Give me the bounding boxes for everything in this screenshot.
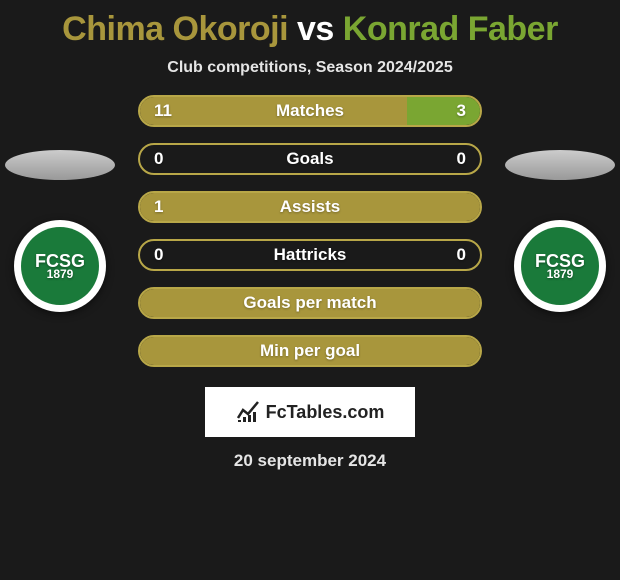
- stat-value-right: 3: [457, 101, 466, 121]
- comparison-main: FCSG 1879 11Matches30Goals01Assists0Hatt…: [0, 95, 620, 367]
- stat-label: Assists: [140, 197, 480, 217]
- club-badge-year: 1879: [547, 269, 574, 280]
- page-title: Chima Okoroji vs Konrad Faber: [62, 10, 558, 49]
- player2-silhouette: [505, 150, 615, 180]
- stat-value-right: 0: [457, 245, 466, 265]
- stat-row: 0Goals0: [138, 143, 482, 175]
- player2-name: Konrad Faber: [343, 10, 558, 48]
- player2-column: FCSG 1879: [500, 150, 620, 312]
- stat-label: Matches: [140, 101, 480, 121]
- stat-row: 0Hattricks0: [138, 239, 482, 271]
- stat-label: Hattricks: [140, 245, 480, 265]
- brand-logo: FcTables.com: [205, 387, 415, 437]
- player2-club-badge: FCSG 1879: [514, 220, 606, 312]
- stat-label: Goals per match: [140, 293, 480, 313]
- brand-text: FcTables.com: [266, 402, 385, 423]
- player1-silhouette: [5, 150, 115, 180]
- stat-label: Min per goal: [140, 341, 480, 361]
- club-badge-year: 1879: [47, 269, 74, 280]
- stat-row: 11Matches3: [138, 95, 482, 127]
- subtitle: Club competitions, Season 2024/2025: [167, 59, 452, 77]
- stats-column: 11Matches30Goals01Assists0Hattricks0Goal…: [138, 95, 482, 367]
- chart-icon: [236, 400, 260, 424]
- player1-column: FCSG 1879: [0, 150, 120, 312]
- footer-date: 20 september 2024: [234, 451, 386, 471]
- stat-row: Goals per match: [138, 287, 482, 319]
- vs-label: vs: [297, 10, 334, 48]
- player1-name: Chima Okoroji: [62, 10, 288, 48]
- stat-row: Min per goal: [138, 335, 482, 367]
- stat-row: 1Assists: [138, 191, 482, 223]
- stat-value-right: 0: [457, 149, 466, 169]
- player1-club-badge: FCSG 1879: [14, 220, 106, 312]
- stat-label: Goals: [140, 149, 480, 169]
